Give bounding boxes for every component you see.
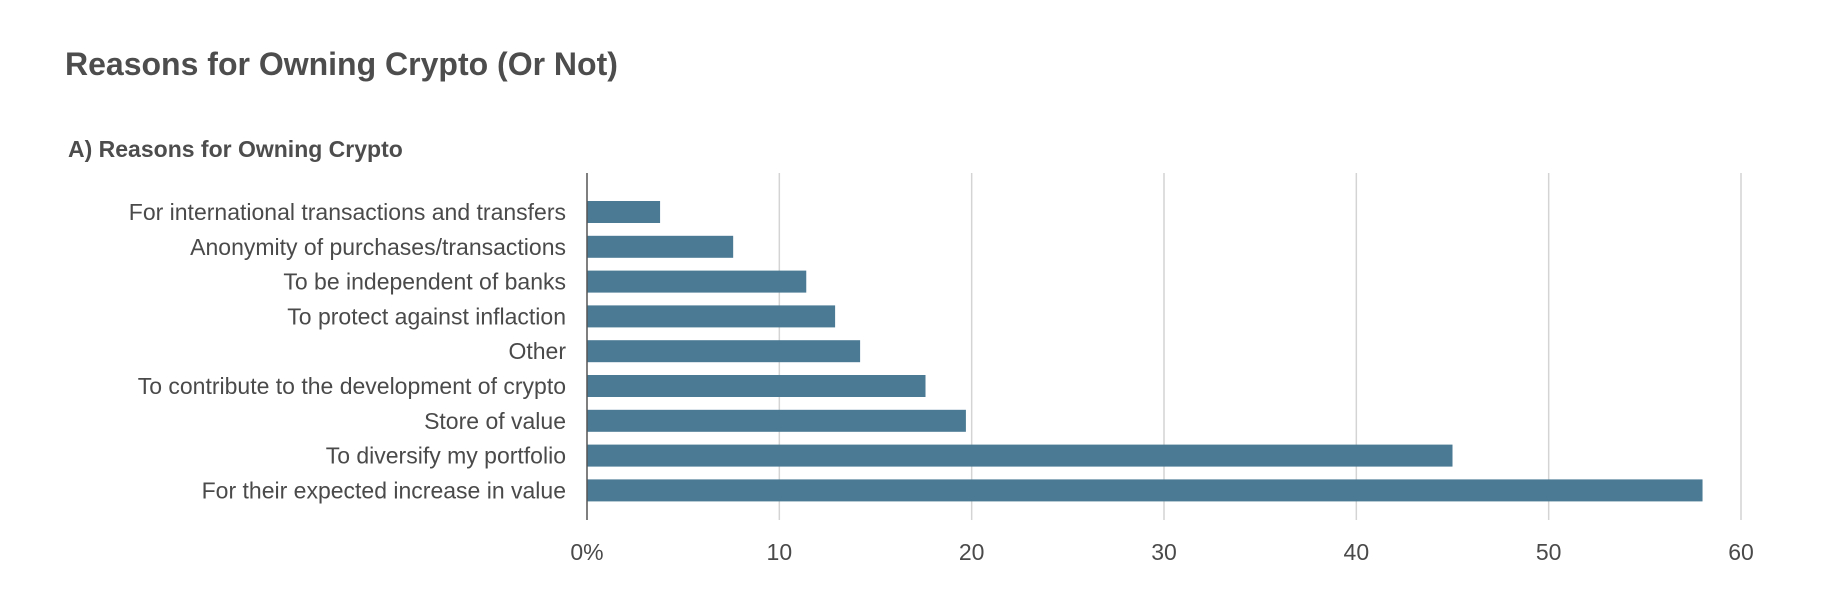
tick-labels: 0% 10 20 30 40 50 60	[570, 539, 1753, 565]
x-tick-label: 20	[959, 539, 985, 565]
bar	[587, 235, 734, 258]
page-title: Reasons for Owning Crypto (Or Not)	[65, 46, 618, 82]
category-label: For their expected increase in value	[202, 477, 566, 503]
category-label: Other	[508, 338, 566, 364]
x-tick-label: 0%	[570, 539, 603, 565]
category-label: To diversify my portfolio	[326, 443, 566, 469]
bars	[587, 201, 1703, 502]
category-labels: For international transactions and trans…	[129, 199, 567, 503]
bar	[587, 479, 1703, 502]
panel-title: A) Reasons for Owning Crypto	[68, 136, 403, 162]
bar	[587, 444, 1453, 467]
bar	[587, 201, 661, 223]
category-label: Store of value	[424, 408, 566, 434]
category-label: For international transactions and trans…	[129, 199, 566, 225]
category-label: To protect against inflaction	[287, 303, 566, 329]
bar	[587, 375, 926, 397]
bar	[587, 340, 861, 363]
grid-lines	[778, 173, 1742, 520]
x-tick-label: 60	[1728, 539, 1754, 565]
x-tick-label: 30	[1151, 539, 1177, 565]
bar	[587, 409, 966, 432]
bar	[587, 270, 807, 293]
category-label: Anonymity of purchases/transactions	[190, 234, 566, 260]
x-tick-label: 10	[767, 539, 793, 565]
x-tick-label: 40	[1344, 539, 1370, 565]
bar	[587, 305, 836, 328]
category-label: To be independent of banks	[283, 269, 566, 295]
x-tick-label: 50	[1536, 539, 1562, 565]
category-label: To contribute to the development of cryp…	[138, 373, 566, 399]
